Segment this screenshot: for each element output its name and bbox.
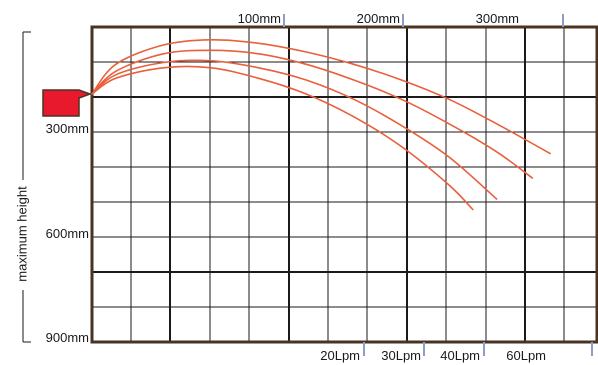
- y-tick-label-300mm: 300mm: [46, 121, 89, 136]
- bottom-tick-label-40lpm: 40Lpm: [440, 348, 480, 363]
- bottom-tick-label-20lpm: 20Lpm: [320, 348, 360, 363]
- top-tick-label-300mm: 300mm: [476, 11, 519, 26]
- top-tick-label-200mm: 200mm: [357, 11, 400, 26]
- bottom-tick-label-30lpm: 30Lpm: [381, 348, 421, 363]
- top-axis: 100mm 200mm 300mm: [238, 11, 564, 27]
- bottom-tick-label-60lpm: 60Lpm: [506, 348, 546, 363]
- top-tick-label-100mm: 100mm: [238, 11, 281, 26]
- y-tick-label-900mm: 900mm: [46, 330, 89, 345]
- grid: [92, 27, 597, 342]
- nozzle-icon: [42, 89, 93, 117]
- plot-frame: [90, 25, 598, 344]
- nozzle-body: [42, 89, 93, 117]
- y-axis: maximum height 300mm 600mm 900mm: [14, 31, 89, 345]
- series-line-40lpm: [91, 49, 534, 179]
- y-axis-label-backdrop: [17, 180, 29, 290]
- y-tick-label-600mm: 600mm: [46, 226, 89, 241]
- trajectory-curves: [91, 38, 551, 211]
- series-line-60lpm: [91, 38, 551, 155]
- bottom-axis: 20Lpm 30Lpm 40Lpm 60Lpm: [320, 342, 593, 363]
- series-line-20lpm: [91, 65, 474, 211]
- y-axis-label: maximum height: [14, 186, 29, 282]
- series-line-30lpm: [91, 59, 498, 200]
